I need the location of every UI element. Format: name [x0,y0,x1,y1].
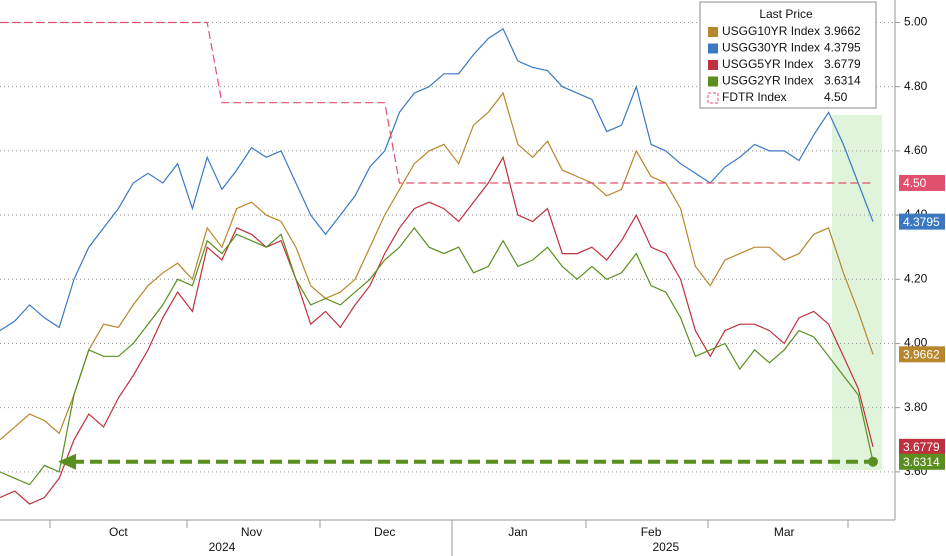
last-value-badge [899,453,945,470]
annotation-arrowhead [58,453,76,470]
legend-label: USGG30YR Index [722,41,820,55]
legend-value: 4.50 [824,90,848,104]
y-tick-label: 4.00 [904,336,928,350]
last-value-badge [899,346,945,363]
x-tick-label: Dec [374,525,395,539]
highlight-region [832,115,882,470]
legend-box [699,1,877,109]
x-tick-label: Mar [774,525,795,539]
last-value-label: 3.9662 [903,347,940,361]
month-separators [49,520,849,556]
y-tick-label: 4.80 [904,79,928,93]
legend-label: FDTR Index [722,90,787,104]
series-line [0,226,874,486]
legend-label: USGG5YR Index [722,57,813,71]
legend-swatch [707,92,719,104]
y-tick-label: 4.20 [904,271,928,285]
x-year-label: 2024 [209,540,236,554]
x-tick-label: Jan [508,525,527,539]
last-value-badge [899,213,945,230]
last-value-badge [899,438,945,455]
legend-value: 3.9662 [824,24,861,38]
annotation-dot [868,456,878,467]
last-value-label: 4.50 [903,176,927,190]
series-line [0,28,874,332]
x-tick-label: Oct [109,525,128,539]
x-tick-label: Nov [241,525,262,539]
last-value-label: 3.6314 [903,455,940,469]
y-tick-label: 5.00 [904,15,928,29]
legend-label: USGG10YR Index [722,24,820,38]
last-value-label: 3.6779 [903,440,940,454]
legend-swatch [708,60,718,70]
series-line [0,21,873,184]
series-line [0,91,874,441]
legend-value: 3.6779 [824,57,861,71]
legend-value: 3.6314 [824,74,861,88]
legend-swatch [708,43,718,54]
series-line [0,155,874,505]
legend-label: USGG2YR Index [722,74,813,88]
legend: Last Price USGG10YR Index 3.9662 USGG30YR I… [699,1,877,109]
legend-swatch [708,76,718,87]
y-tick-label: 4.60 [904,143,928,157]
x-year-label: 2025 [652,540,679,554]
legend-value: 4.3795 [824,41,861,55]
legend-swatch [708,27,718,37]
last-value-label: 4.3795 [903,215,940,229]
last-value-badge [899,174,945,191]
x-tick-label: Feb [641,525,662,539]
legend-title: Last Price [759,7,813,21]
y-tick-label: 3.80 [904,400,928,414]
